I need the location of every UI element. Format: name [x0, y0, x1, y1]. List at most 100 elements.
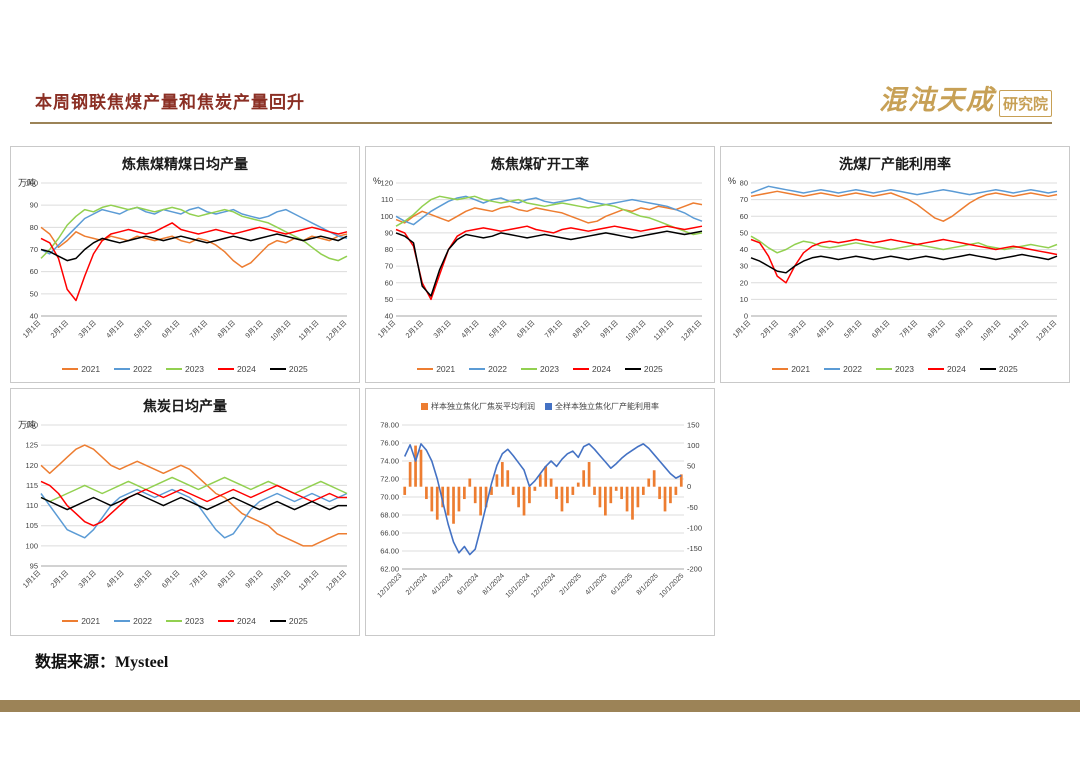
svg-text:2/1/2025: 2/1/2025: [559, 572, 583, 596]
svg-text:9月1日: 9月1日: [599, 319, 620, 340]
legend-item: 2023: [166, 616, 204, 626]
svg-text:8/1/2025: 8/1/2025: [636, 572, 660, 596]
svg-text:110: 110: [381, 195, 393, 204]
svg-text:76.00: 76.00: [380, 439, 399, 448]
svg-text:12月1日: 12月1日: [680, 319, 704, 343]
legend-label: 2021: [81, 364, 101, 374]
svg-text:60: 60: [740, 212, 748, 221]
data-source-label: 数据来源：: [35, 654, 116, 671]
svg-text:90: 90: [385, 228, 393, 237]
legend-swatch: [166, 368, 183, 370]
svg-text:2月1日: 2月1日: [404, 319, 425, 340]
legend-item: 2025: [269, 616, 308, 626]
svg-text:9月1日: 9月1日: [244, 569, 265, 590]
chart-title: 炼焦煤精煤日均产量: [122, 156, 248, 172]
svg-text:1月1日: 1月1日: [731, 319, 752, 340]
legend-label: 2021: [81, 616, 101, 626]
svg-text:12月1日: 12月1日: [325, 569, 349, 593]
svg-text:9月1日: 9月1日: [244, 319, 265, 340]
y-axis-unit: %: [728, 176, 737, 186]
chart-canvas: 95 100 105 110 115 120 125 130 1月1日 2月1日 3月1日 4月1日 5…: [11, 417, 359, 612]
svg-text:7月1日: 7月1日: [188, 569, 209, 590]
svg-text:-150: -150: [687, 544, 702, 553]
legend-item: 2023: [876, 364, 914, 374]
legend-item: 2023: [166, 364, 204, 374]
svg-text:66.00: 66.00: [380, 529, 399, 538]
svg-text:10月1日: 10月1日: [624, 319, 648, 343]
svg-text:80: 80: [385, 245, 393, 254]
svg-text:105: 105: [25, 521, 38, 530]
chart-canvas: 40 50 60 70 80 90 100 1月1日 2月1日 3月1日 4月1日 5月1日 6月1日 7…: [11, 175, 359, 360]
legend-item: 2025: [269, 364, 308, 374]
data-source-value: Mysteel: [115, 654, 169, 671]
svg-text:4/1/2025: 4/1/2025: [584, 572, 608, 596]
svg-text:100: 100: [687, 441, 700, 450]
svg-text:2/1/2024: 2/1/2024: [405, 572, 429, 596]
legend-label: 全样本独立焦化厂产能利用率: [555, 401, 659, 411]
svg-text:1月1日: 1月1日: [21, 569, 42, 590]
legend-swatch: [927, 368, 944, 370]
chart-legend: 2021 2022 2023 2024 2025: [11, 360, 359, 378]
svg-text:10/1/2024: 10/1/2024: [505, 572, 532, 599]
legend-label: 2025: [643, 364, 663, 374]
svg-text:6/1/2025: 6/1/2025: [610, 572, 634, 596]
svg-text:4月1日: 4月1日: [815, 319, 836, 340]
legend-label: 2023: [540, 364, 559, 374]
legend-swatch: [417, 368, 434, 370]
legend-label: 2022: [133, 364, 153, 374]
chart-title: 焦炭日均产量: [143, 398, 227, 414]
svg-text:5月1日: 5月1日: [133, 569, 154, 590]
legend-swatch: [421, 402, 428, 410]
svg-text:70: 70: [30, 245, 38, 254]
svg-text:60: 60: [385, 278, 393, 287]
legend-label: 2023: [185, 616, 204, 626]
svg-text:110: 110: [26, 501, 38, 510]
legend-label: 2025: [288, 616, 308, 626]
svg-text:120: 120: [25, 461, 38, 470]
svg-text:12/1/2024: 12/1/2024: [530, 572, 557, 599]
svg-text:12月1日: 12月1日: [1035, 319, 1059, 343]
svg-text:8/1/2024: 8/1/2024: [482, 572, 506, 596]
svg-text:11月1日: 11月1日: [297, 319, 320, 342]
svg-text:11月1日: 11月1日: [1007, 319, 1030, 342]
svg-text:30: 30: [740, 262, 748, 271]
svg-text:5月1日: 5月1日: [488, 319, 509, 340]
legend-swatch: [624, 368, 641, 370]
chart-canvas: 62.00 64.00 66.00 68.00 70.00 72.00 74.00 76.00…: [366, 419, 714, 635]
legend-item: 2024: [217, 616, 256, 626]
data-source: 数据来源：Mysteel: [35, 648, 168, 672]
y-axis-unit: %: [373, 176, 382, 186]
legend-swatch: [469, 368, 486, 370]
svg-text:100: 100: [25, 179, 38, 188]
chart-panel-coke-daily-output: 焦炭日均产量 万吨 95 100 105 110 115 120 125 130 1月1日 2月1…: [10, 388, 360, 636]
svg-text:50: 50: [385, 295, 393, 304]
svg-text:68.00: 68.00: [380, 511, 399, 520]
y-axis-unit: 万吨: [18, 178, 37, 188]
chart-legend: 2021 2022 2023 2024 2025: [366, 360, 714, 378]
svg-text:4月1日: 4月1日: [105, 319, 126, 340]
legend-swatch: [824, 368, 841, 370]
svg-text:4月1日: 4月1日: [460, 319, 481, 340]
svg-text:150: 150: [687, 421, 700, 430]
legend-label: 2021: [791, 364, 811, 374]
svg-text:3月1日: 3月1日: [432, 319, 453, 340]
legend-label: 2023: [895, 364, 914, 374]
chart-legend: 样本独立焦化厂焦炭平均利润 全样本独立焦化厂产能利用率: [366, 389, 714, 417]
svg-text:10月1日: 10月1日: [979, 319, 1003, 343]
legend-swatch: [269, 620, 286, 622]
legend-item: 2022: [824, 364, 862, 374]
svg-text:20: 20: [740, 278, 748, 287]
legend-swatch: [979, 368, 996, 370]
header-divider: [30, 122, 1052, 124]
legend-item: 2021: [417, 364, 455, 374]
legend-swatch: [772, 368, 789, 370]
svg-text:8月1日: 8月1日: [216, 319, 237, 340]
svg-text:7月1日: 7月1日: [898, 319, 919, 340]
legend-swatch: [114, 620, 131, 622]
legend-swatch: [166, 620, 183, 622]
empty-cell: [720, 388, 1070, 636]
legend-item: 2022: [114, 364, 152, 374]
svg-text:7月1日: 7月1日: [543, 319, 564, 340]
svg-text:130: 130: [25, 421, 38, 430]
legend-label: 2025: [998, 364, 1018, 374]
